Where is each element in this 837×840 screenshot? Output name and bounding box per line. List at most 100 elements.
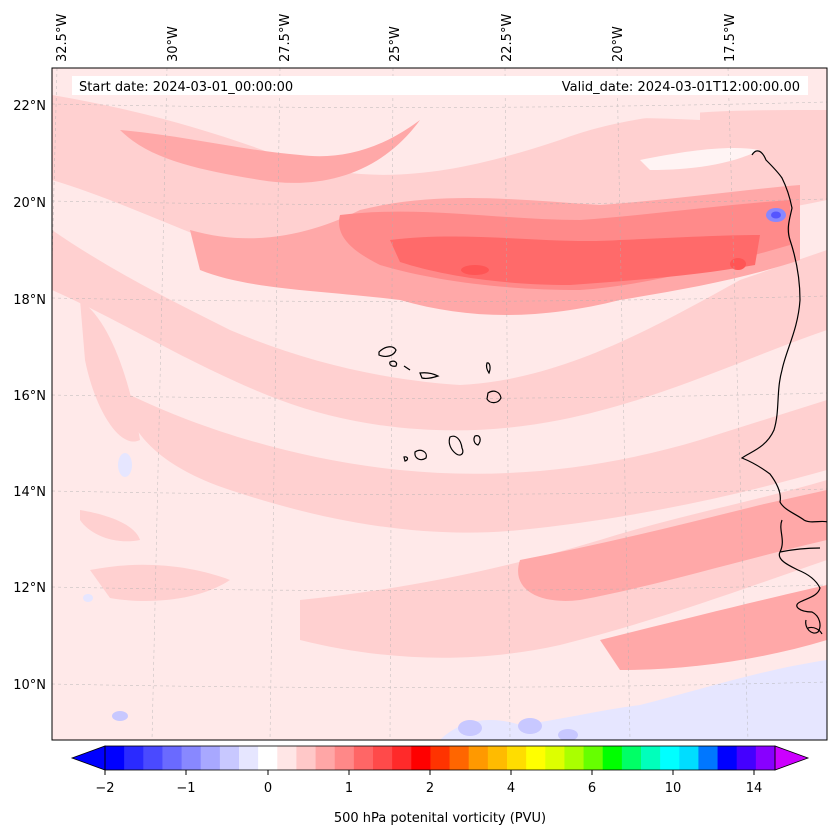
colorbar-label: 500 hPa potenital vorticity (PVU) [334,811,546,826]
pv-negative-spot [112,711,128,721]
colorbar-segment [353,746,374,770]
latitude-labels: 22°N 20°N 18°N 16°N 14°N 12°N 10°N [13,99,46,693]
lat-label: 22°N [13,99,46,114]
colorbar-tick-label: 1 [345,781,353,796]
island-santiago [448,435,464,456]
pv-band-central [120,390,827,533]
colorbar: −2 −1 0 1 2 4 6 10 14 500 hPa potenital … [70,745,810,826]
lat-label: 20°N [13,196,46,211]
island-fogo [414,449,427,461]
pv-band-southwest [90,564,230,601]
gambia-river [779,547,821,553]
date-header-box [72,76,808,95]
pv-band-west [80,300,140,442]
coast-bissagos [807,626,823,635]
colorbar-segment [124,746,144,770]
lat-label: 16°N [13,389,46,404]
colorbar-segment [717,746,738,770]
pv-band-mid-south [518,490,827,601]
pv-negative-spot [518,718,542,734]
pv-negative-spot [118,453,132,477]
colorbar-segment [641,746,661,770]
colorbar-tick-label: 10 [665,781,682,796]
colorbar-min-arrow [70,745,106,771]
colorbar-segment [526,746,546,770]
colorbar-tick-label: 6 [588,781,596,796]
colorbar-segment [679,746,699,770]
colorbar-tick-label: −1 [176,781,195,796]
lat-label: 14°N [13,485,46,500]
gridlines [52,68,827,740]
colorbar-segment [392,746,412,770]
colorbar-segment [315,746,336,770]
colorbar-segment [181,746,202,770]
lon-label: 32.5°W [55,14,70,62]
colorbar-segment [621,746,642,770]
colorbar-segment [564,746,585,770]
pv-negative-spot [83,594,93,602]
pv-band-west-2 [80,510,140,542]
colorbar-segment [755,746,776,770]
colorbar-segment [545,746,565,770]
colorbar-tick-label: 0 [264,781,272,796]
island-brava [403,456,409,462]
colorbar-segment [583,746,604,770]
coastlines [740,150,827,635]
lat-label: 12°N [13,581,46,596]
colorbar-segment [162,746,183,770]
colorbar-segment [296,746,317,770]
pv-patch-white [640,148,760,170]
pv-negative-spot [558,729,578,740]
colorbar-tick-label: 14 [746,781,763,796]
island-santa-luzia [403,365,411,371]
valid-date: Valid_date: 2024-03-01T12:00:00.00 [562,80,800,95]
island-santo-antao [378,346,397,357]
lon-label: 20°W [611,26,626,62]
lat-label: 10°N [13,678,46,693]
island-sao-nicolau [419,372,440,379]
lon-label: 25°W [388,26,403,62]
island-sal [486,362,491,375]
island-sao-vicente [389,360,398,367]
colorbar-tick-label: 2 [426,781,434,796]
colorbar-segment [219,746,240,770]
colorbar-segment [468,746,489,770]
lat-label: 18°N [13,293,46,308]
cape-verde-islands [378,346,502,462]
island-boa-vista [486,390,502,404]
colorbar-segment [143,746,163,770]
pv-patch-light-north [430,88,700,125]
lon-label: 27.5°W [278,14,293,62]
colorbar-tick-label: 4 [507,781,515,796]
colorbar-segment [736,746,757,770]
colorbar-ticks [104,770,755,775]
colorbar-segment [449,746,470,770]
pv-band-mid-se [600,585,827,670]
map-frame [51,67,828,741]
pv-core-spot-2 [730,258,746,270]
colorbar-segment [430,746,451,770]
colorbar-segment [660,746,680,770]
pv-negative-band-south [440,660,827,740]
colorbar-segment [507,746,527,770]
colorbar-segment [258,746,278,770]
colorbar-tick-label: −2 [95,781,114,796]
lon-label: 22.5°W [500,14,515,62]
pv-band-northwest-2 [52,230,827,431]
longitude-labels: 32.5°W 30°W 27.5°W 25°W 22.5°W 20°W 17.5… [55,14,738,62]
start-date: Start date: 2024-03-01_00:00:00 [79,80,293,95]
colorbar-segment [277,746,297,770]
colorbar-segments [105,746,776,770]
colorbar-segment [105,746,125,770]
colorbar-segment [239,746,259,770]
colorbar-segment [602,746,623,770]
island-maio [473,435,481,446]
lon-label: 30°W [166,26,181,62]
lon-label: 17.5°W [723,14,738,62]
colorbar-segment [334,746,355,770]
colorbar-segment [200,746,221,770]
colorbar-segment [698,746,719,770]
colorbar-max-arrow [774,745,810,771]
pv-negative-spot [458,720,482,736]
colorbar-segment [373,746,393,770]
